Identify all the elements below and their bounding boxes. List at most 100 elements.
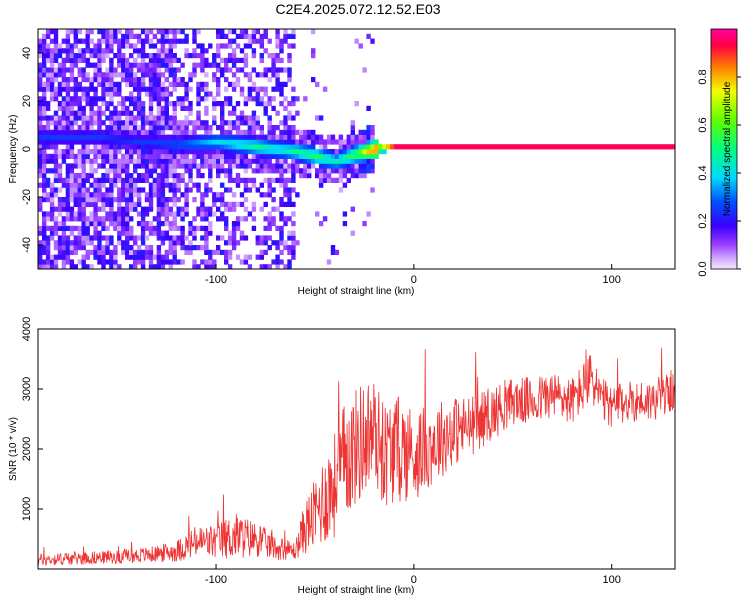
spectrogram-cell (275, 245, 280, 251)
spectrogram-cell (247, 86, 253, 92)
spectrogram-cell (101, 96, 106, 102)
spectrogram-cell (69, 153, 75, 159)
spectrogram-cell (109, 211, 114, 217)
spectrogram-cell (247, 33, 253, 39)
spectrogram-cell (275, 153, 280, 159)
spectrogram-cell (168, 182, 173, 188)
spectrogram-cell (366, 153, 371, 159)
spectrogram-cell (216, 153, 221, 159)
spectrogram-cell (97, 139, 102, 145)
spectrogram-cell (239, 115, 245, 121)
spectrogram-cell (129, 91, 134, 97)
spectrogram-cell (77, 225, 82, 231)
spectrogram-cell (160, 168, 166, 174)
spectrogram-cell (216, 245, 221, 251)
spectrogram-cell (69, 177, 75, 183)
spectrogram-cell (251, 86, 257, 92)
spectrogram-cell (42, 177, 47, 183)
spectrogram-cell (287, 43, 292, 49)
spectrogram-cell (172, 29, 177, 35)
spectrogram-cell (394, 144, 399, 150)
spectrogram-cell (370, 139, 375, 145)
spectrogram-cell (172, 225, 177, 231)
spectrogram-cell (93, 110, 98, 116)
spectrogram-cell (192, 158, 197, 164)
spectrogram-cell (192, 72, 197, 78)
spectrogram-cell (136, 201, 142, 207)
spectrogram-cell (291, 115, 296, 121)
spectrogram-cell (160, 96, 166, 102)
spectrogram-cell (172, 197, 177, 203)
spectrogram-cell (196, 144, 201, 150)
spectrogram-cell (156, 29, 162, 35)
spectrogram-cell (354, 158, 359, 164)
spectrogram-cell (105, 101, 110, 107)
spectrogram-cell (38, 139, 43, 145)
spectrogram-cell (156, 163, 162, 169)
spectrogram-cell (156, 62, 162, 68)
spectrogram-cell (255, 158, 260, 164)
spectrogram-cell (93, 230, 98, 236)
spectrogram-cell (374, 153, 379, 159)
spectrogram-cell (81, 96, 86, 102)
spectrogram-cell (196, 101, 201, 107)
spectrogram-cell (101, 158, 106, 164)
spectrogram-cell (184, 48, 189, 54)
spectrogram-cell (322, 216, 328, 222)
spectrogram-cell (49, 86, 55, 92)
spectrogram-cell (133, 168, 138, 174)
spectrogram-cell (109, 177, 114, 183)
spectrogram-cell (101, 245, 106, 251)
spectrogram-cell (192, 153, 197, 159)
spectrogram-cell (117, 264, 122, 270)
spectrogram-cell (275, 254, 280, 260)
spectrogram-cell (239, 230, 245, 236)
spectrogram-cell (247, 91, 253, 97)
spectrogram-cell (129, 125, 134, 131)
spectrogram-cell (212, 197, 217, 203)
spectrogram-cell (318, 177, 324, 183)
y-tick-label: -20 (21, 189, 33, 205)
spectrogram-cell (275, 264, 280, 270)
spectrogram-cell (101, 48, 106, 54)
spectrogram-cell (65, 245, 71, 251)
spectrogram-cell (528, 144, 533, 150)
spectrogram-cell (413, 144, 419, 150)
spectrogram-cell (176, 134, 181, 140)
spectrogram-cell (188, 177, 193, 183)
spectrogram-cell (148, 57, 154, 63)
spectrogram-cell (117, 240, 122, 246)
spectrogram-cell (85, 33, 90, 39)
spectrogram-cell (156, 67, 162, 73)
spectrogram-cell (57, 115, 63, 121)
spectrogram-cell (168, 259, 173, 265)
spectrogram-cell (271, 168, 276, 174)
spectrogram-cell (231, 192, 237, 198)
spectrogram-cell (271, 144, 276, 150)
spectrogram-cell (287, 216, 292, 222)
spectrogram-cell (117, 134, 122, 140)
spectrogram-cell (184, 201, 189, 207)
spectrogram-cell (176, 120, 181, 126)
spectrogram-cell (42, 67, 47, 73)
spectrogram-cell (216, 149, 221, 155)
spectrogram-cell (156, 187, 162, 193)
spectrogram-cell (291, 33, 296, 39)
spectrogram-cell (49, 29, 55, 35)
spectrogram-cell (105, 33, 110, 39)
spectrogram-cell (255, 91, 260, 97)
spectrogram-y-label: Frequency (Hz) (8, 115, 19, 184)
spectrogram-cell (121, 139, 126, 145)
spectrogram-cell (275, 77, 280, 83)
x-tick-label: 0 (411, 274, 417, 286)
spectrogram-cell (255, 149, 260, 155)
spectrogram-cell (65, 259, 71, 265)
spectrogram-cell (148, 96, 154, 102)
spectrogram-cell (69, 197, 75, 203)
spectrogram-cell (184, 168, 189, 174)
spectrogram-cell (38, 206, 43, 212)
spectrogram-cell (125, 129, 130, 135)
spectrogram-cell (148, 249, 154, 255)
spectrogram-cell (176, 139, 181, 145)
spectrogram-cell (49, 120, 55, 126)
